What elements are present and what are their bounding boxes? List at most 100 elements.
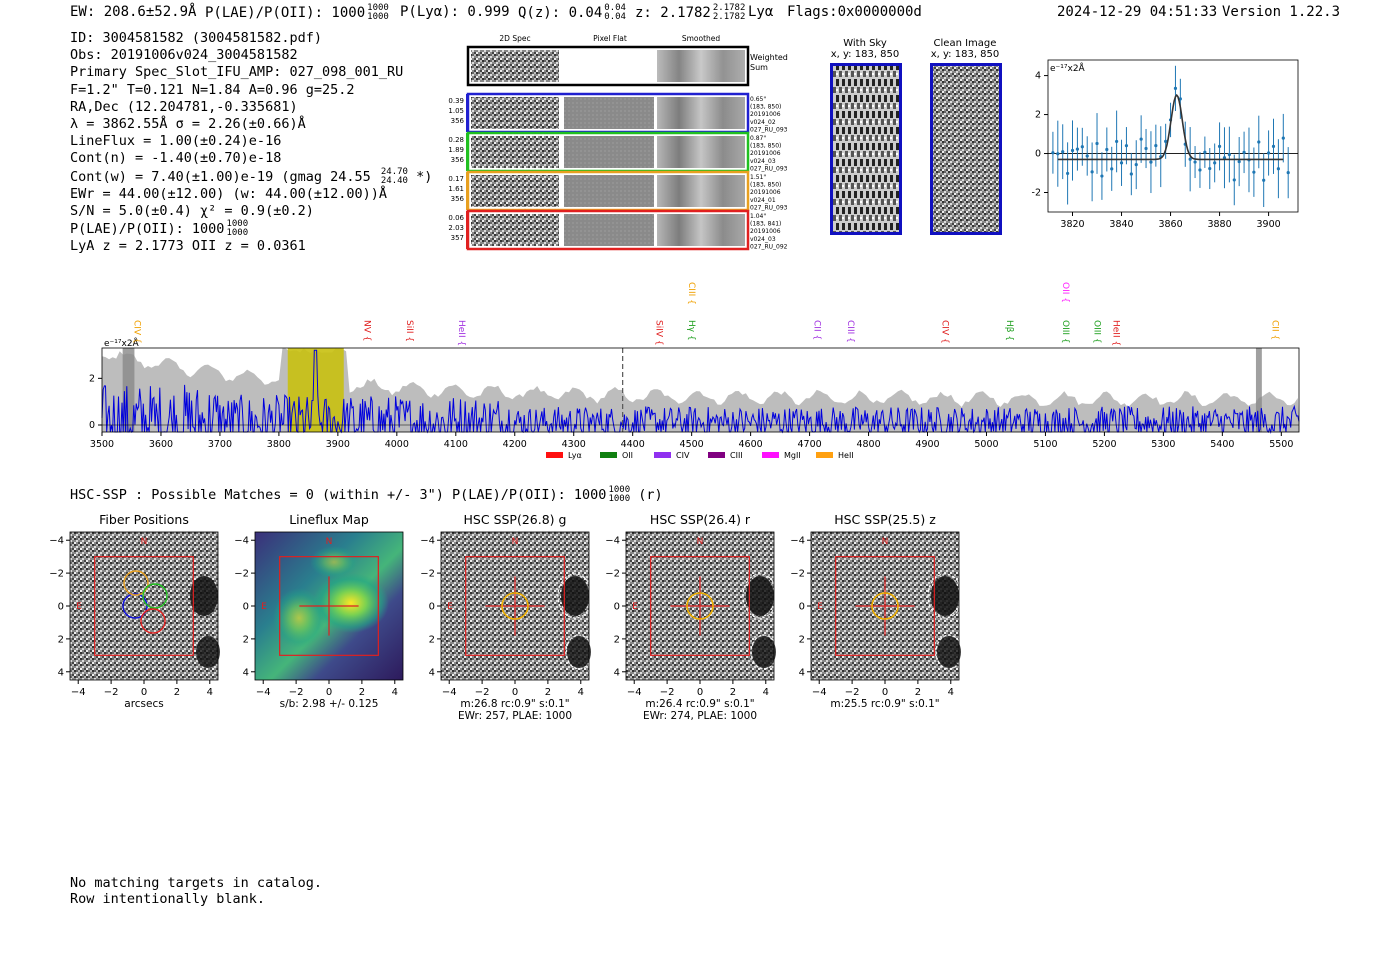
hsc-ytick: −2 bbox=[50, 569, 64, 580]
zoom-point bbox=[1276, 167, 1280, 171]
zoom-point bbox=[1095, 141, 1099, 146]
hsc-ytick: 4 bbox=[58, 667, 64, 678]
cutout-row-3-right-2: 20191006 bbox=[750, 228, 781, 235]
clean-image bbox=[930, 63, 1002, 235]
zoom-point bbox=[1144, 146, 1148, 151]
hsc-xtick: 4 bbox=[763, 687, 769, 698]
cutout-row-0-right-4: 027_RU_093 bbox=[750, 126, 788, 133]
spectrum-line-label-13: OIII { bbox=[1091, 320, 1101, 344]
zoom-point bbox=[1154, 144, 1158, 148]
legend-label-0: Lyα bbox=[568, 451, 582, 460]
line-fit-chart: e⁻¹⁷x2Å 3820 3840 3860 3880 3900 4 2 0 -2 bbox=[1032, 59, 1299, 230]
zoom-point bbox=[1115, 139, 1119, 144]
zoom-point bbox=[1075, 147, 1080, 151]
spectrum-xtick-7: 4200 bbox=[503, 439, 527, 450]
hsc-ytick: 2 bbox=[58, 634, 64, 645]
info-primary: Primary Spec_Slot_IFU_AMP: 027_098_001_R… bbox=[70, 64, 404, 81]
spectrum-xtick-5: 4000 bbox=[385, 439, 409, 450]
col-2dspec: 2D Spec bbox=[499, 34, 530, 43]
hsc-xtick: −2 bbox=[289, 687, 304, 698]
hsc-xtick: 2 bbox=[545, 687, 551, 698]
cutout-row-1-left-0: 0.28 bbox=[448, 136, 464, 144]
header-plya: P(Lyα): 0.999 bbox=[400, 4, 510, 20]
spectrum-line-label-14: HeII { bbox=[1110, 320, 1120, 346]
header-z: z: 2.1782 2.1782 2.1782 bbox=[635, 3, 746, 22]
info-lambda: λ = 3862.55Å σ = 2.26(±0.66)Å bbox=[70, 116, 306, 133]
hsc-ytick: −2 bbox=[234, 569, 249, 580]
cutout-row-0-right-1: (183, 850) bbox=[750, 104, 781, 111]
spectrum-xtick-14: 4900 bbox=[915, 439, 939, 450]
with-sky-title: With Sky x, y: 183, 850 bbox=[830, 38, 900, 60]
hsc-xtick: −4 bbox=[812, 687, 827, 698]
spectrum-xtick-12: 4700 bbox=[797, 439, 821, 450]
cutout-row-2-left-2: 356 bbox=[451, 195, 465, 203]
header-ew: EW: 208.6±52.9Å bbox=[70, 4, 197, 20]
clean-image-title: Clean Image x, y: 183, 850 bbox=[930, 38, 1000, 60]
hsc-caption-4-0: m:25.5 rc:0.9" s:0.1" bbox=[830, 698, 939, 710]
hsc-xtick: 2 bbox=[174, 687, 180, 698]
zoom-point bbox=[1110, 167, 1114, 171]
zoom-point bbox=[1271, 144, 1276, 148]
hsc-ytick: 0 bbox=[614, 602, 620, 613]
spectrum-xtick-10: 4500 bbox=[680, 439, 704, 450]
hsc-ytick: 2 bbox=[799, 634, 805, 645]
cutout-row-3-right-1: (183, 841) bbox=[750, 221, 781, 228]
header-qz: Q(z): 0.04 0.04 0.04 bbox=[518, 3, 626, 22]
hsc-xtick: 4 bbox=[392, 687, 398, 698]
spectrum-line-label-8: CIII { bbox=[845, 320, 855, 343]
hsc-caption-0-0: arcsecs bbox=[124, 698, 163, 710]
cutout-row-3-left-1: 2.03 bbox=[448, 224, 464, 232]
cutout-row-1-right-2: 20191006 bbox=[750, 150, 781, 157]
zoom-fit-line bbox=[1057, 93, 1284, 161]
cutout-row-1-right-3: v024_03 bbox=[750, 158, 776, 165]
cutout-row-2-left-1: 1.61 bbox=[448, 185, 464, 193]
legend-swatch-0 bbox=[546, 452, 563, 458]
zoom-point bbox=[1134, 163, 1138, 167]
cutout-row-0-left-0: 0.39 bbox=[448, 97, 464, 105]
spectrum-xtick-0: 3500 bbox=[90, 439, 114, 450]
info-id: ID: 3004581582 (3004581582.pdf) bbox=[70, 30, 322, 46]
cutout-row-1-right-4: 027_RU_093 bbox=[750, 165, 788, 172]
spectrum-xtick-1: 3600 bbox=[149, 439, 173, 450]
zoom-point bbox=[1173, 86, 1178, 90]
spectrum-line-label-3: HeII { bbox=[456, 320, 466, 346]
hsc-summary: HSC-SSP : Possible Matches = 0 (within +… bbox=[70, 485, 663, 504]
header-line: Lyα bbox=[748, 4, 774, 20]
spectrum-line-label-12: OIII { bbox=[1060, 320, 1070, 344]
hsc-panel-title-2: HSC SSP(26.8) g bbox=[464, 512, 567, 527]
spectrum-frame bbox=[101, 347, 1300, 433]
hsc-panel-title-3: HSC SSP(26.4) r bbox=[650, 512, 751, 527]
zoom-point bbox=[1119, 161, 1124, 165]
cutout-row-0-right-0: 0.65" bbox=[750, 96, 766, 103]
north-label-1: N bbox=[326, 537, 333, 547]
zoom-point bbox=[1124, 144, 1129, 148]
legend-swatch-2 bbox=[654, 452, 671, 458]
spectrum-line-label-9: CIV { bbox=[939, 320, 949, 344]
zoom-point bbox=[1237, 159, 1241, 164]
hsc-ytick: −4 bbox=[420, 536, 435, 547]
spectrum-xtick-16: 5100 bbox=[1033, 439, 1057, 450]
zoom-point bbox=[1164, 139, 1168, 143]
zoom-point bbox=[1242, 150, 1246, 154]
hsc-ytick: −4 bbox=[50, 536, 64, 547]
zoom-ytick-3: -2 bbox=[1032, 188, 1041, 199]
full-spectrum-chart: e⁻¹⁷x2Å 3500 3600 3700 3800 3900 4000 4100 4200… bbox=[89, 282, 1300, 460]
cutout-row-2-right-4: 027_RU_093 bbox=[750, 204, 788, 211]
zoom-point bbox=[1203, 150, 1207, 154]
hsc-xtick: 2 bbox=[359, 687, 365, 698]
spec-cutouts: 2D Spec Pixel Flat Smoothed Weighted Sum… bbox=[448, 34, 788, 250]
zoom-point bbox=[1193, 160, 1197, 164]
info-lyaz: LyA z = 2.1773 OII z = 0.0361 bbox=[70, 238, 306, 255]
zoom-point bbox=[1213, 161, 1217, 165]
zoom-point bbox=[1227, 152, 1231, 157]
weighted-sum-label: Weighted bbox=[750, 53, 788, 62]
spectrum-xtick-13: 4800 bbox=[856, 439, 880, 450]
hsc-xtick: −2 bbox=[104, 687, 119, 698]
legend-label-5: HeII bbox=[838, 451, 854, 460]
legend-label-2: CIV bbox=[676, 451, 690, 460]
spectrum-line-label-0: CIV { bbox=[131, 320, 141, 344]
spectrum-ytick-0: 0 bbox=[89, 420, 95, 431]
east-label-1: E bbox=[261, 602, 267, 612]
